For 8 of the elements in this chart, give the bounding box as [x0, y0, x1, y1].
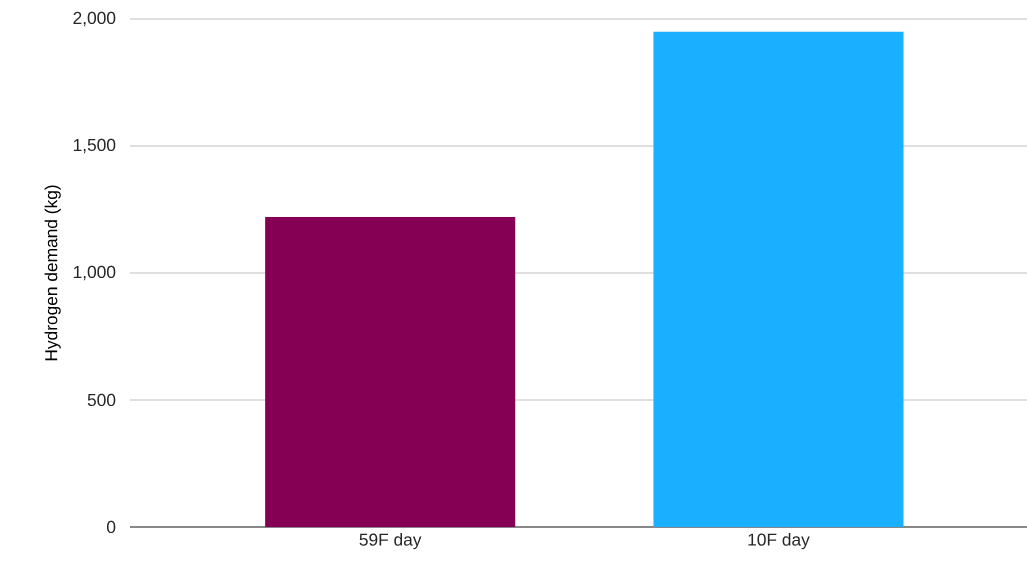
y-tick-label: 1,000	[73, 265, 116, 281]
x-tick-label: 10F day	[748, 533, 810, 550]
y-tick-label: 0	[107, 520, 116, 534]
y-axis-title: Hydrogen demand (kg)	[44, 185, 61, 361]
y-tick-label: 1,500	[73, 138, 116, 154]
x-tick-label: 59F day	[359, 533, 422, 550]
y-tick-label: 500	[87, 393, 116, 407]
y-tick-label: 2,000	[73, 11, 116, 27]
